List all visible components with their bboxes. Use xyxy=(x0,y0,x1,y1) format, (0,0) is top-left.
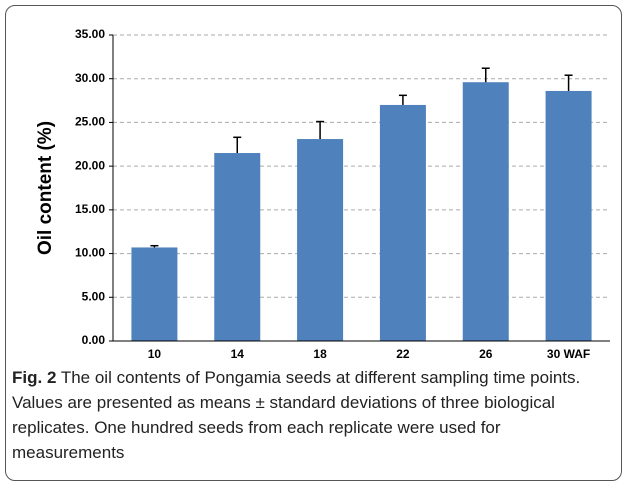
x-tick-label: 18 xyxy=(313,347,327,360)
x-tick-label: 26 xyxy=(479,347,493,360)
x-tick-label: 10 xyxy=(148,347,162,360)
y-tick-label: 15.00 xyxy=(75,202,105,216)
y-tick-label: 10.00 xyxy=(75,246,105,260)
y-tick-label: 30.00 xyxy=(75,71,105,85)
caption-text: The oil contents of Pongamia seeds at di… xyxy=(12,368,581,462)
bar xyxy=(214,153,261,341)
x-tick-label: 22 xyxy=(396,347,410,360)
y-tick-label: 0.00 xyxy=(82,333,106,347)
bar xyxy=(297,139,344,341)
y-tick-label: 25.00 xyxy=(75,115,105,129)
bar xyxy=(131,247,178,341)
y-tick-label: 20.00 xyxy=(75,158,105,172)
caption: Fig. 2 The oil contents of Pongamia seed… xyxy=(12,365,612,465)
bar xyxy=(379,104,426,341)
bar xyxy=(462,82,509,341)
x-tick-label: 14 xyxy=(231,347,245,360)
y-tick-label: 35.00 xyxy=(75,27,105,41)
figure-frame xyxy=(5,5,622,481)
caption-label: Fig. 2 xyxy=(12,368,57,387)
chart: Oil content (%) 0.00 5.00 10.00 15.00 20.00 2… xyxy=(35,27,610,360)
x-tick-label: 30 WAF xyxy=(547,347,590,360)
bar xyxy=(545,90,592,341)
y-axis-label: Oil content (%) xyxy=(35,121,56,255)
y-tick-label: 5.00 xyxy=(82,289,106,303)
